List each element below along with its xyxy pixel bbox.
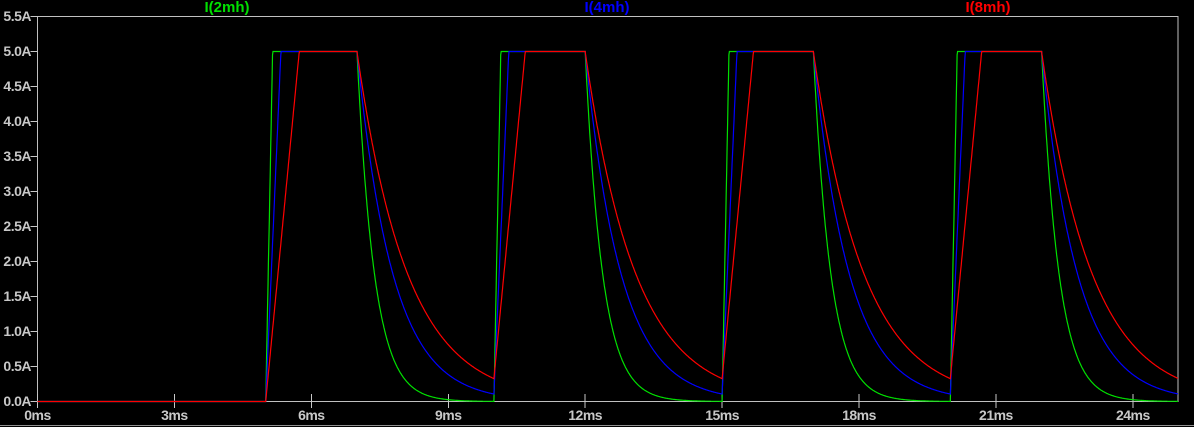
y-tick-label: 4.0A	[3, 113, 31, 129]
y-tick-label: 2.5A	[3, 218, 31, 234]
trace-i-2mh-	[37, 50, 1178, 403]
y-tick-label: 0.5A	[3, 358, 31, 374]
x-tick-label: 12ms	[568, 407, 603, 423]
trace-i-4mh-	[37, 50, 1179, 403]
y-tick-label: 1.0A	[3, 323, 31, 339]
x-tick-label: 6ms	[298, 407, 325, 423]
legend-trace-i-2mh[interactable]: I(2mh)	[204, 0, 250, 16]
x-tick-label: 24ms	[1116, 407, 1151, 423]
y-tick-label: 1.5A	[3, 288, 31, 304]
y-tick-label: 4.5A	[3, 78, 31, 94]
y-tick-label: 2.0A	[3, 253, 31, 269]
window-bottom-edge	[0, 425, 1194, 426]
x-tick-label: 15ms	[705, 407, 740, 423]
x-tick-label: 0ms	[24, 407, 51, 423]
x-tick-label: 3ms	[161, 407, 188, 423]
plot-frame	[37, 16, 1179, 402]
x-tick-label: 18ms	[842, 407, 877, 423]
y-tick-label: 0.0A	[3, 393, 31, 409]
x-tick-label: 9ms	[435, 407, 462, 423]
y-tick-label: 3.0A	[3, 183, 31, 199]
y-tick-label: 3.5A	[3, 148, 31, 164]
legend-trace-i-4mh[interactable]: I(4mh)	[584, 0, 630, 16]
trace-i-8mh-	[37, 50, 1179, 403]
legend-trace-i-8mh[interactable]: I(8mh)	[965, 0, 1011, 16]
y-tick-label: 5.0A	[3, 43, 31, 59]
y-tick-label: 5.5A	[3, 8, 31, 24]
x-tick-label: 21ms	[979, 407, 1014, 423]
